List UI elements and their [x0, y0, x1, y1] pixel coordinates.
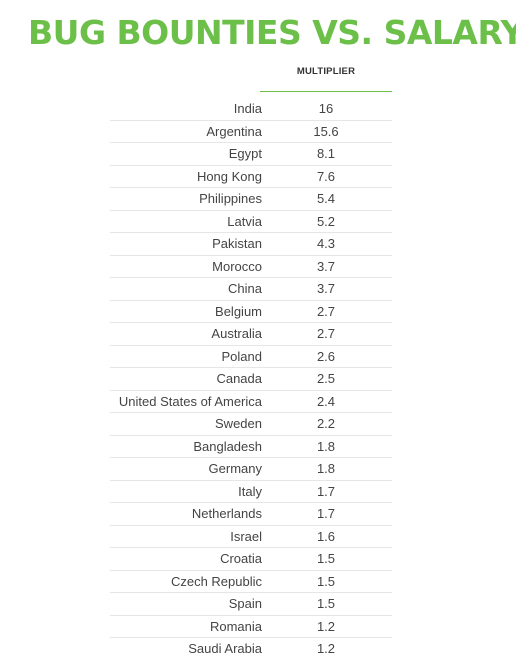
page-title: BUG BOUNTIES VS. SALARY: [28, 13, 516, 52]
multiplier-value: 15.6: [313, 123, 339, 139]
multiplier-value: 1.6: [316, 528, 336, 544]
table-row: Spain 1.5: [110, 593, 392, 616]
table-row: Belgium 2.7: [110, 301, 392, 323]
table-row: Bangladesh 1.8: [110, 436, 392, 458]
country-name: Argentina: [206, 123, 262, 139]
table-row: Sweden 2.2: [110, 413, 392, 436]
multiplier-value: 2.5: [316, 371, 336, 386]
table-row: Morocco 3.7: [110, 256, 392, 278]
multiplier-column-header: MULTIPLIER: [260, 64, 392, 92]
multiplier-value: 16: [318, 101, 334, 116]
multiplier-value: 1.7: [316, 483, 336, 499]
table-row: Italy 1.7: [110, 481, 392, 503]
multiplier-value: 1.2: [316, 641, 336, 656]
table-row: Czech Republic 1.5: [110, 571, 392, 593]
multiplier-value: 2.6: [316, 348, 336, 364]
multiplier-value: 2.4: [316, 393, 336, 409]
table-row: United States of America 2.4: [110, 391, 392, 413]
country-name: Spain: [228, 596, 262, 611]
country-name: Egypt: [228, 146, 262, 161]
multiplier-value: 8.1: [316, 146, 336, 161]
table-row: India 16: [110, 98, 392, 121]
multiplier-value: 2.7: [316, 303, 336, 319]
multiplier-value: 2.7: [316, 326, 336, 341]
country-name: Latvia: [227, 213, 262, 229]
multiplier-value: 1.7: [316, 506, 336, 521]
country-name: Morocco: [212, 258, 262, 274]
multiplier-value: 2.2: [316, 416, 336, 431]
country-name: Belgium: [215, 303, 262, 319]
table-row: Saudi Arabia 1.2: [110, 638, 392, 661]
country-name: Croatia: [220, 551, 262, 566]
country-name: Bangladesh: [193, 438, 262, 454]
table-row: Netherlands 1.7: [110, 503, 392, 526]
country-name: Sweden: [215, 416, 262, 431]
country-name: Netherlands: [191, 506, 262, 521]
table-row: China 3.7: [110, 278, 392, 301]
table-row: Romania 1.2: [110, 616, 392, 638]
table-row: Germany 1.8: [110, 458, 392, 481]
multiplier-value: 4.3: [316, 236, 336, 251]
country-name: United States of America: [118, 393, 262, 409]
country-name: Philippines: [199, 191, 262, 206]
multiplier-value: 1.5: [316, 551, 336, 566]
table-row: Poland 2.6: [110, 346, 392, 368]
country-name: Germany: [208, 461, 262, 476]
multiplier-value: 1.5: [316, 573, 336, 589]
table-row: Latvia 5.2: [110, 211, 392, 233]
country-name: India: [233, 101, 262, 116]
country-name: Hong Kong: [196, 168, 262, 184]
multiplier-value: 1.2: [316, 618, 336, 634]
table-row: Hong Kong 7.6: [110, 166, 392, 188]
country-name: Poland: [221, 348, 262, 364]
country-name: Czech Republic: [170, 573, 262, 589]
country-name: Israel: [230, 528, 262, 544]
multiplier-value: 1.8: [316, 461, 336, 476]
table-row: Israel 1.6: [110, 526, 392, 548]
country-name: Romania: [209, 618, 262, 634]
multiplier-value: 3.7: [316, 258, 336, 274]
table-row: Pakistan 4.3: [110, 233, 392, 256]
country-name: Australia: [211, 326, 262, 341]
table-row: Argentina 15.6: [110, 121, 392, 143]
table-row: Australia 2.7: [110, 323, 392, 346]
multiplier-value: 7.6: [316, 168, 336, 184]
multiplier-value: 1.8: [316, 438, 336, 454]
country-name: China: [228, 281, 262, 296]
country-name: Pakistan: [212, 236, 262, 251]
multiplier-value: 5.4: [316, 191, 336, 206]
table-row: Croatia 1.5: [110, 548, 392, 571]
multiplier-value: 1.5: [316, 596, 336, 611]
country-name: Canada: [216, 371, 262, 386]
table-row: Canada 2.5: [110, 368, 392, 391]
country-name: Italy: [238, 483, 262, 499]
multiplier-value: 3.7: [316, 281, 336, 296]
table-row: Egypt 8.1: [110, 143, 392, 166]
table-row: Philippines 5.4: [110, 188, 392, 211]
country-name: Saudi Arabia: [188, 641, 262, 656]
multiplier-value: 5.2: [316, 213, 336, 229]
